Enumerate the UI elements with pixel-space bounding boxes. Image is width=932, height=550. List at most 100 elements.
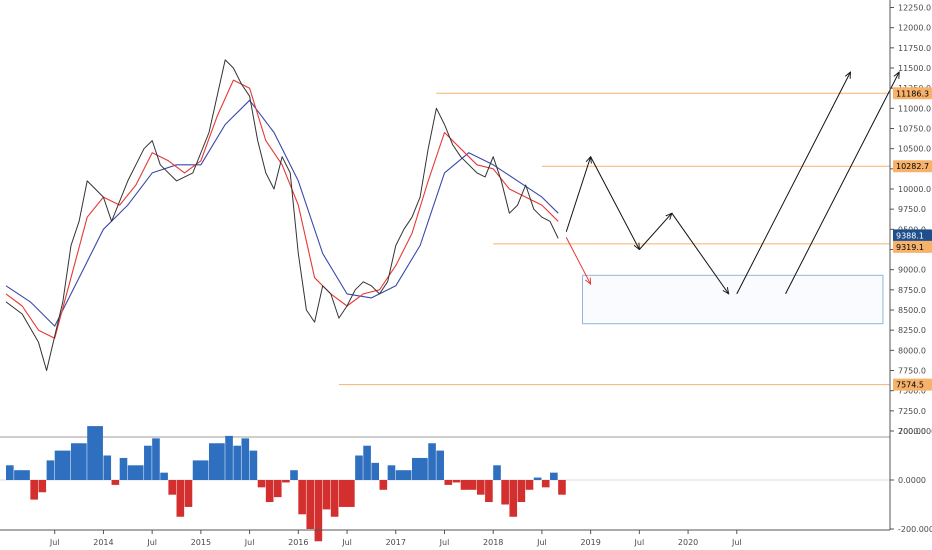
oscillator-bar (176, 480, 185, 517)
projection-segment-0 (565, 157, 590, 232)
oscillator-bar (103, 455, 112, 480)
oscillator-bar (558, 480, 566, 495)
price-tag-label: 9319.1 (896, 243, 924, 252)
osc-y-tick-label: -200.0000 (898, 525, 932, 534)
oscillator-bar (127, 465, 144, 480)
price-tag-label: 9388.1 (896, 231, 924, 240)
oscillator-bar (38, 480, 47, 493)
oscillator-bar (412, 457, 428, 480)
x-tick-label: Jul (244, 538, 255, 547)
oscillator-bar (428, 443, 436, 480)
x-tick-label: Jul (146, 538, 157, 547)
oscillator-bar (192, 460, 209, 480)
y-tick-label: 8250.0 (898, 326, 926, 335)
oscillator-y-axis: 200.0000 0.0000 -200.0000 (890, 427, 932, 534)
oscillator-bar (265, 480, 274, 503)
oscillator-bar (273, 480, 282, 498)
oscillator-bar (493, 465, 501, 480)
fast-ma-line (5, 79, 559, 339)
price-tag-bg (893, 87, 932, 100)
oscillator-bar (306, 480, 315, 529)
x-tick-label: 2017 (386, 538, 406, 547)
price-series (5, 59, 559, 371)
y-tick-label: 7750.0 (898, 367, 926, 376)
oscillator-bar (30, 480, 38, 500)
oscillator-bar (444, 480, 453, 485)
projection-arrows (565, 72, 900, 295)
oscillator-bar (70, 443, 87, 480)
oscillator-bar (46, 460, 55, 480)
oscillator-bar (14, 470, 30, 480)
horizontal-levels (338, 92, 890, 386)
projection-segment-3 (671, 212, 729, 294)
price-y-axis: 12250.012000.011750.011500.011250.011000… (890, 4, 931, 436)
y-tick-label: 8000.0 (898, 346, 926, 355)
oscillator-bar (541, 480, 550, 488)
oscillator-bar (152, 438, 160, 480)
oscillator-bar (517, 480, 526, 503)
y-tick-label: 11500.0 (898, 64, 931, 73)
y-tick-label: 9000.0 (898, 266, 926, 275)
oscillator-bar (241, 438, 250, 480)
x-tick-label: Jul (341, 538, 352, 547)
oscillator-bar (184, 480, 193, 507)
x-axis: Jul 2014 Jul 2015 Jul 2016 Jul 2017 Jul 2018 Jul 20… (49, 530, 742, 547)
price-tags: 11186.3 10282.7 9388.1 9319.1 7574.5 (893, 87, 932, 391)
price-tag-label: 7574.5 (896, 381, 924, 390)
x-tick-label: Jul (536, 538, 547, 547)
x-tick-label: Jul (439, 538, 450, 547)
y-tick-label: 12250.0 (898, 4, 931, 13)
oscillator-bar (485, 480, 493, 503)
y-tick-label: 7250.0 (898, 407, 926, 416)
oscillator-bar (363, 445, 371, 480)
oscillator-bar (460, 480, 477, 490)
oscillator-bar (119, 457, 128, 480)
oscillator-bar (298, 480, 306, 515)
oscillator-bar (168, 480, 177, 495)
oscillator-bar (282, 480, 290, 483)
price-tag-bg (893, 378, 932, 391)
oscillator-bar (314, 480, 323, 542)
slow-ma-line (5, 99, 559, 327)
x-tick-label: 2015 (191, 538, 211, 547)
oscillator-bar (355, 455, 363, 480)
y-tick-label: 7000.0 (898, 427, 926, 436)
projection-segment-2 (638, 213, 671, 250)
x-tick-label: 2018 (483, 538, 503, 547)
oscillator-bar (233, 445, 241, 480)
projection-up-arrow-1 (785, 72, 900, 295)
projection-segment-1 (590, 156, 640, 250)
oscillator-bar (249, 450, 258, 480)
oscillator-bar (54, 450, 71, 480)
oscillator-bar (225, 435, 233, 480)
y-tick-label: 10500.0 (898, 145, 931, 154)
y-tick-label: 11750.0 (898, 44, 931, 53)
oscillator-bar (87, 426, 103, 480)
x-tick-label: Jul (634, 538, 645, 547)
oscillator-bar (6, 465, 14, 480)
oscillator-bar (525, 480, 534, 490)
oscillator-bar (509, 480, 518, 517)
oscillator-bar (550, 472, 558, 480)
price-tag-label: 10282.7 (896, 162, 929, 171)
oscillator-bar (209, 443, 225, 480)
oscillator-bar (111, 480, 120, 485)
price-panel (5, 59, 900, 386)
y-tick-label: 12000.0 (898, 24, 931, 33)
x-tick-label: 2016 (288, 538, 308, 547)
oscillator-bar (290, 470, 298, 480)
oscillator-bar (379, 480, 388, 490)
oscillator-bar (395, 470, 412, 480)
red-down-arrow (565, 237, 590, 284)
oscillator-bar (144, 445, 152, 480)
y-tick-label: 11000.0 (898, 104, 931, 113)
y-tick-label: 9750.0 (898, 205, 926, 214)
y-tick-label: 10750.0 (898, 125, 931, 134)
oscillator-bar (533, 477, 542, 480)
x-tick-label: 2014 (93, 538, 113, 547)
oscillator-bar (338, 480, 355, 507)
x-tick-label: Jul (731, 538, 742, 547)
oscillator-bar (330, 480, 339, 517)
x-tick-label: Jul (49, 538, 60, 547)
